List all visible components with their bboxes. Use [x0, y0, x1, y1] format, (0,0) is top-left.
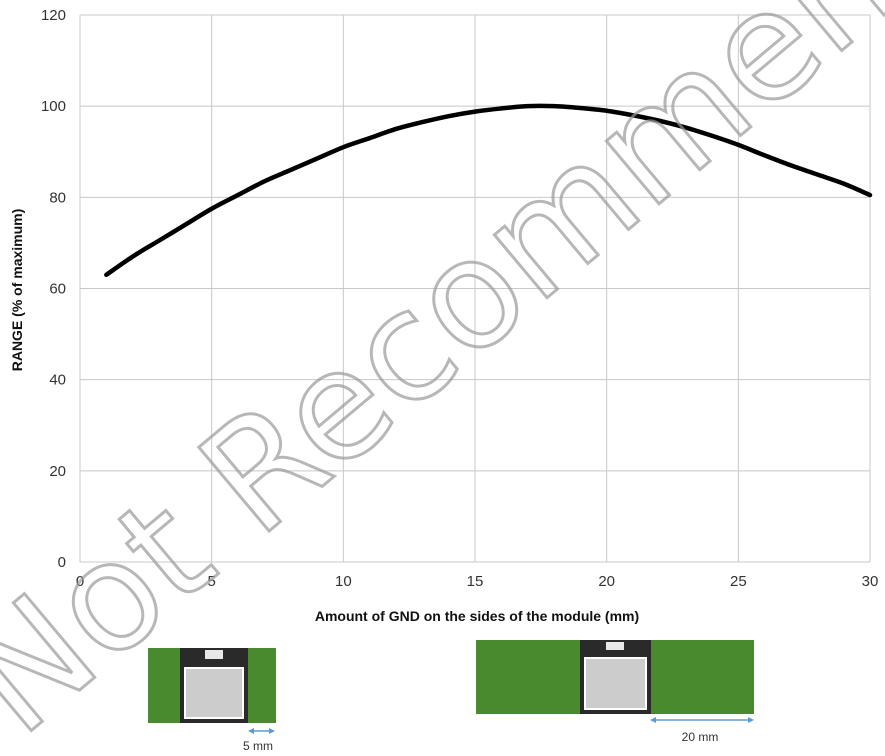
y-tick-label: 120 [41, 7, 66, 24]
x-tick-label: 25 [730, 573, 747, 590]
x-tick-label: 10 [335, 573, 352, 590]
y-tick-label: 60 [49, 281, 66, 298]
module-shield-right [584, 657, 647, 710]
y-tick-label: 100 [41, 98, 66, 115]
antenna-left [205, 650, 223, 659]
y-tick-label: 80 [49, 189, 66, 206]
y-axis-label: RANGE (% of maximum) [9, 209, 25, 372]
grid [79, 14, 871, 563]
x-tick-label: 0 [76, 573, 84, 590]
antenna-right [606, 642, 624, 650]
y-tick-label: 0 [58, 554, 66, 571]
arrow-head [650, 717, 656, 723]
x-tick-label: 30 [862, 573, 879, 590]
module-diagram-5mm: 5 mm [148, 648, 276, 753]
series-line [104, 103, 873, 278]
series-group [104, 103, 873, 278]
x-tick-label: 5 [207, 573, 215, 590]
module-shield-left [184, 667, 244, 719]
dimension-label-right: 20 mm [682, 730, 719, 744]
dimension-label-left: 5 mm [243, 739, 273, 753]
x-axis-label: Amount of GND on the sides of the module… [315, 608, 639, 624]
x-tick-labels: 0 5 10 15 20 25 30 [76, 573, 879, 590]
y-tick-label: 40 [49, 372, 66, 389]
x-tick-label: 20 [598, 573, 615, 590]
x-tick-label: 15 [467, 573, 484, 590]
y-tick-labels: 0 20 40 60 80 100 120 [41, 7, 66, 571]
arrow-head [269, 728, 275, 734]
arrow-head [748, 717, 754, 723]
module-diagram-20mm: 20 mm [476, 640, 754, 744]
arrow-head [248, 728, 254, 734]
y-tick-label: 20 [49, 463, 66, 480]
